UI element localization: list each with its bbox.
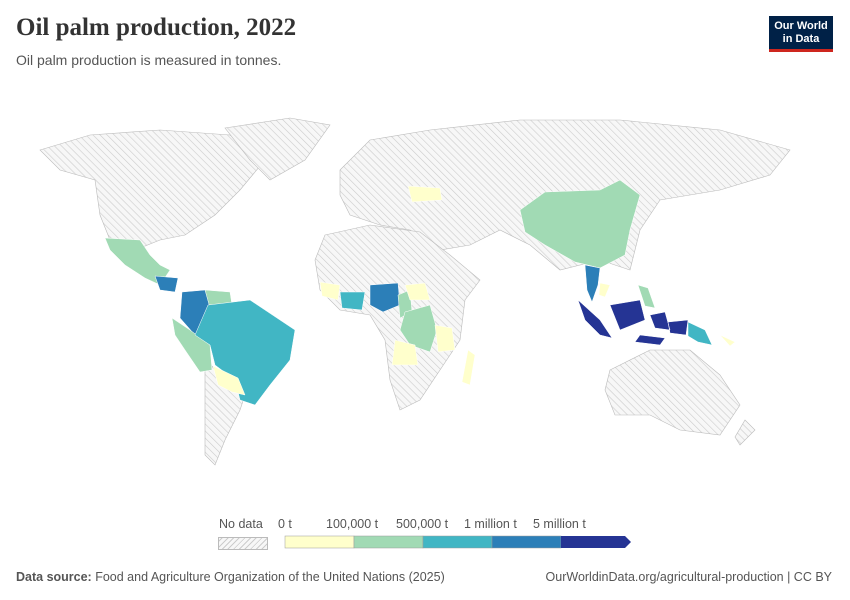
country-central-african-rep[interactable] — [404, 282, 431, 301]
country-dr-congo[interactable] — [399, 304, 438, 353]
legend-bin-2[interactable] — [422, 535, 493, 549]
north-america[interactable] — [39, 129, 266, 251]
source-text: Food and Agriculture Organization of the… — [95, 570, 445, 584]
africa[interactable] — [314, 224, 481, 411]
country-thailand[interactable] — [584, 264, 601, 303]
country-brazil[interactable] — [194, 299, 296, 406]
country-tanzania[interactable] — [434, 324, 456, 353]
australia[interactable] — [604, 349, 741, 436]
country-madagascar[interactable] — [461, 349, 476, 386]
country-angola[interactable] — [391, 339, 419, 366]
legend-bin-3[interactable] — [491, 535, 562, 549]
legend-label-2: 500,000 t — [396, 517, 449, 531]
country-malaysia-indonesia[interactable] — [577, 299, 689, 346]
legend-bin-1[interactable] — [353, 535, 424, 549]
legend-label-4: 5 million t — [533, 517, 586, 531]
legend-label-1: 100,000 t — [326, 517, 379, 531]
owid-logo[interactable]: Our World in Data — [769, 16, 833, 52]
country-philippines[interactable] — [637, 284, 656, 309]
source-link[interactable]: OurWorldinData.org/agricultural-producti… — [545, 570, 832, 584]
country-bolivia-paraguay[interactable] — [212, 365, 246, 396]
country-peru-ecuador[interactable] — [171, 317, 213, 373]
country-cote-divoire-ghana[interactable] — [339, 291, 366, 311]
greenland[interactable] — [224, 117, 331, 181]
source-label: Data source: — [16, 570, 92, 584]
chart-subtitle: Oil palm production is measured in tonne… — [16, 52, 282, 68]
legend-label-3: 1 million t — [464, 517, 517, 531]
country-west-africa-small[interactable] — [319, 281, 341, 301]
legend-color-bar — [284, 535, 631, 549]
world-map[interactable] — [0, 100, 850, 500]
country-papua-new-guinea[interactable] — [687, 321, 713, 346]
country-china[interactable] — [519, 179, 641, 269]
legend-label-0: 0 t — [278, 517, 292, 531]
legend-no-data-swatch — [218, 537, 268, 550]
chart-title: Oil palm production, 2022 — [16, 14, 297, 41]
new-zealand[interactable] — [734, 419, 756, 446]
country-guatemala-honduras[interactable] — [154, 275, 179, 293]
legend-bin-4[interactable] — [561, 536, 631, 548]
country-nigeria[interactable] — [369, 282, 401, 313]
country-ukraine[interactable] — [407, 185, 443, 203]
legend-no-data-label: No data — [219, 517, 263, 531]
data-source: Data source: Food and Agriculture Organi… — [16, 570, 445, 584]
country-cambodia-vietnam[interactable] — [598, 282, 611, 298]
legend-bin-0[interactable] — [284, 535, 355, 549]
country-solomon-islands[interactable] — [719, 334, 736, 347]
